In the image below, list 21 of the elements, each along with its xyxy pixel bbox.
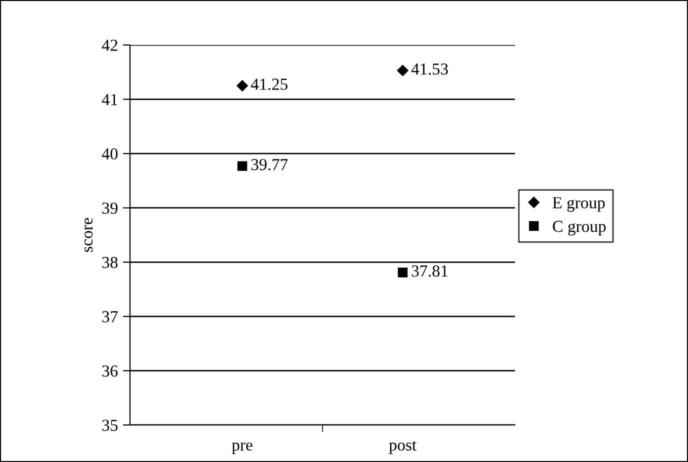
point: [398, 268, 408, 278]
legend-label: E group: [552, 197, 605, 212]
data-label: 37.81: [412, 265, 448, 277]
point: [237, 161, 248, 171]
y-tick-label: 40: [102, 148, 118, 160]
point: [397, 64, 408, 76]
x-tick-label: post: [389, 441, 417, 454]
point: [236, 80, 248, 92]
data-label: 41.25: [250, 78, 288, 90]
legend-label: C group: [552, 220, 606, 236]
x-tick-label: pre: [232, 442, 252, 454]
y-tick-label: 36: [102, 365, 118, 377]
y-tick-label: 38: [102, 256, 118, 268]
data-label: 39.77: [251, 159, 288, 170]
y-tick-label: 41: [102, 94, 118, 106]
y-axis-title: score: [84, 218, 93, 252]
y-tick-label: 39: [102, 202, 118, 214]
data-label: 41.53: [411, 63, 448, 75]
y-tick-label: 42: [102, 40, 118, 51]
y-tick-label: 37: [102, 311, 118, 322]
y-tick-label: 35: [102, 420, 118, 431]
